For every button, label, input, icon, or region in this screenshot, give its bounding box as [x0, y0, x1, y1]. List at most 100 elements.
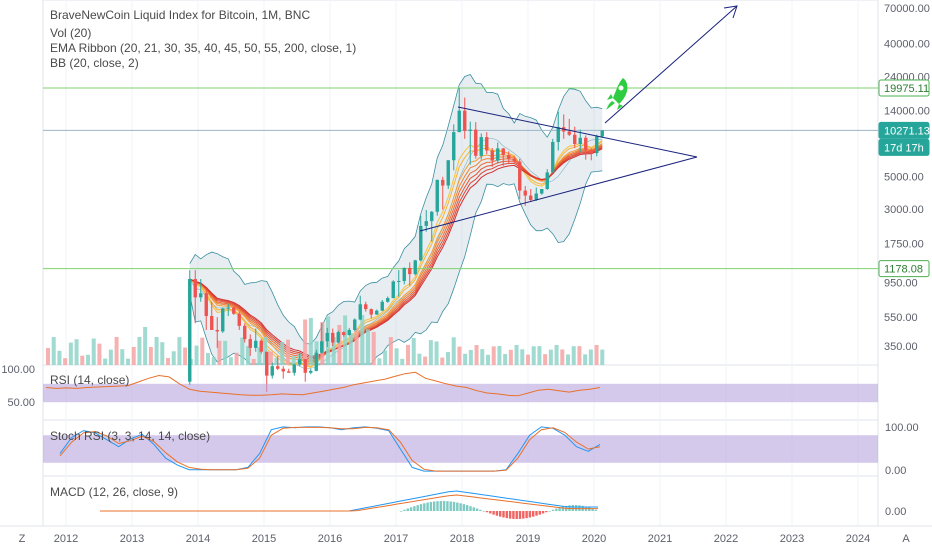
time-tick-2017: 2017 [384, 533, 408, 545]
macd-hist-bar-43 [541, 511, 545, 514]
candle-2015-03 [276, 366, 280, 369]
time-tick-2022: 2022 [714, 533, 738, 545]
candle-2018-03 [474, 129, 478, 156]
candle-2015-12 [325, 332, 329, 342]
volume-bar-89 [554, 345, 559, 365]
candle-2019-06 [556, 127, 560, 142]
candle-2017-07 [430, 211, 434, 222]
volume-bar-35 [246, 345, 250, 365]
auto-scale-toggle-button[interactable]: A [902, 533, 910, 545]
volume-bar-93 [577, 346, 582, 365]
macd-hist-bar-45 [548, 511, 551, 512]
time-tick-2019: 2019 [516, 533, 540, 545]
ema-ribbon-label: EMA Ribbon (20, 21, 30, 35, 40, 45, 50, … [50, 41, 356, 55]
macd-hist-bar-1 [403, 509, 406, 511]
candle-2016-07 [364, 304, 368, 310]
volume-bar-13 [120, 349, 125, 365]
volume-bar-91 [566, 354, 570, 365]
candle-2017-09 [441, 179, 445, 186]
macd-hist-bar-21 [469, 506, 472, 511]
projection-arrow-line [604, 5, 738, 124]
volume-bar-71 [451, 337, 456, 365]
ema-ribbon [189, 139, 603, 368]
macd-hist-bar-35 [515, 511, 518, 519]
volume-bar-82 [514, 345, 519, 365]
macd-hist-bar-5 [416, 505, 419, 511]
time-tick-2014: 2014 [186, 533, 210, 545]
candle-2019-01 [529, 195, 533, 201]
time-tick-2015: 2015 [252, 533, 276, 545]
macd-hist-bar-10 [433, 501, 436, 511]
volume-bar-12 [114, 337, 119, 365]
stoch-tick-100: 100.00 [885, 422, 919, 434]
volume-bar-62 [400, 358, 405, 365]
time-tick-2023: 2023 [780, 533, 804, 545]
triangle-lower-trendline [419, 156, 698, 232]
volume-bar-76 [480, 349, 485, 365]
candle-2017-05 [419, 225, 423, 261]
price-tag-17d-17h: 17d 17h [884, 142, 924, 154]
stoch-rsi-label: Stoch RSI (3, 3, 14, 14, close) [50, 429, 210, 443]
candle-2016-09 [375, 310, 379, 315]
macd-hist-bar-58 [591, 508, 594, 511]
candle-2019-12 [589, 150, 593, 154]
macd-hist-bar-19 [462, 504, 466, 511]
macd-hist-bar-38 [525, 511, 528, 519]
volume-bar-61 [394, 348, 399, 365]
volume-bar-20 [160, 342, 165, 365]
trendline-drawings[interactable] [419, 5, 738, 232]
volume-bar-50 [331, 337, 336, 365]
candle-2015-02 [270, 366, 274, 376]
candle-2014-09 [243, 325, 247, 340]
timezone-toggle-button[interactable]: Z [19, 533, 26, 545]
volume-bar-36 [251, 358, 256, 365]
price-tick-350-00: 350.00 [884, 341, 918, 353]
volume-bar-94 [583, 354, 588, 365]
candle-2017-08 [435, 179, 439, 212]
ema-ribbon-line-14 [189, 148, 603, 357]
volume-bar-81 [508, 349, 513, 365]
time-tick-2016: 2016 [318, 533, 342, 545]
candle-2014-12 [259, 340, 263, 352]
candle-2015-07 [298, 359, 302, 365]
volume-bar-70 [446, 352, 450, 365]
time-axis-background [0, 526, 932, 550]
macd-signal-line [100, 494, 598, 512]
volume-bar-11 [108, 349, 113, 365]
volume-bar-26 [194, 345, 199, 365]
macd-hist-bar-29 [495, 511, 499, 516]
candle-2014-06 [226, 307, 230, 309]
candle-2019-02 [534, 193, 538, 201]
candle-2019-03 [540, 189, 544, 194]
candle-2017-02 [402, 267, 406, 281]
rsi-label: RSI (14, close) [50, 373, 129, 387]
candle-2016-11 [386, 298, 390, 302]
time-axis[interactable]: 2012 2013 2014 2015 2016 2017 2018 2019 2020 2021… [54, 533, 870, 545]
candle-2019-11 [584, 137, 588, 151]
macd-hist-bar-39 [528, 511, 532, 518]
price-tick-5000-00: 5000.00 [884, 171, 924, 183]
volume-bar-85 [531, 346, 536, 365]
price-axis[interactable]: 70000.0040000.0024000.0014000.008000.005… [884, 3, 930, 353]
macd-hist-bar-41 [535, 511, 538, 516]
candlesticks [188, 87, 604, 393]
volume-bar-34 [240, 337, 245, 365]
projection-arrow-head [723, 5, 738, 19]
macd-hist-bar-14 [446, 501, 449, 511]
volume-bar-86 [537, 346, 542, 365]
candle-2016-01 [331, 332, 335, 343]
candle-2013-11 [188, 279, 192, 382]
macd-hist-bar-36 [518, 511, 522, 519]
candle-2016-08 [369, 309, 373, 315]
candle-2020-02 [600, 130, 604, 137]
macd-hist-bar-40 [532, 511, 535, 517]
time-tick-2021: 2021 [648, 533, 672, 545]
volume-bar-2 [57, 350, 62, 365]
macd-hist-bar-8 [426, 502, 429, 511]
stoch-tick-0: 0.00 [885, 465, 906, 477]
candle-2015-01 [265, 351, 269, 376]
volume-bar-51 [337, 324, 342, 365]
rsi-tick-100: 100.00 [1, 364, 35, 376]
macd-hist-bar-7 [423, 503, 426, 511]
